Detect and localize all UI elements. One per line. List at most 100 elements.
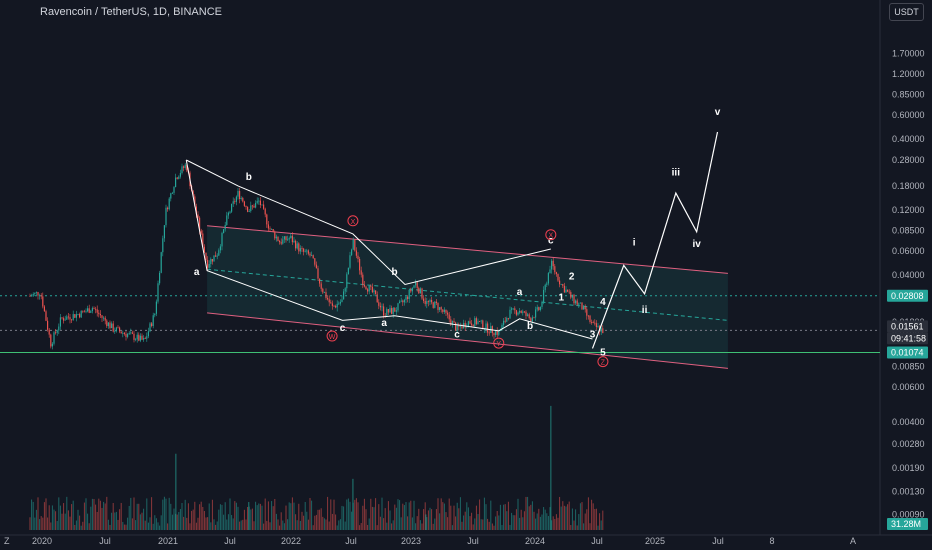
volume-bar — [554, 518, 556, 530]
candle-body — [133, 333, 135, 340]
candle-body — [301, 248, 303, 249]
volume-bar — [413, 500, 415, 530]
price-label-box-0 — [887, 289, 928, 302]
candle-body — [311, 255, 313, 257]
volume-bar — [394, 504, 396, 530]
candle-body — [216, 255, 218, 257]
candle-body — [29, 295, 31, 297]
candle-body — [328, 299, 330, 303]
candle-body — [101, 315, 103, 318]
volume-bar — [448, 498, 450, 530]
candle-body — [426, 301, 428, 304]
candle-body — [186, 164, 188, 171]
volume-bar — [197, 517, 199, 530]
volume-bar — [133, 497, 135, 530]
candle-body — [488, 332, 490, 334]
footer-z-label[interactable]: Z — [4, 536, 10, 546]
candle-body — [413, 285, 415, 288]
candle-body — [445, 309, 447, 313]
candle-body — [551, 260, 553, 270]
wave-label-3: a — [381, 318, 387, 329]
volume-bar — [477, 514, 479, 530]
candle-body — [90, 311, 92, 313]
volume-bar — [299, 520, 301, 530]
candle-body — [109, 322, 111, 329]
candle-body — [375, 290, 377, 295]
volume-bar — [79, 515, 81, 530]
volume-bar — [183, 516, 185, 530]
volume-bar — [360, 523, 362, 530]
candle-body — [85, 311, 87, 313]
volume-bar — [80, 525, 82, 530]
volume-bar — [58, 497, 60, 530]
candle-body — [434, 301, 436, 308]
currency-button[interactable]: USDT — [889, 3, 924, 21]
candle-body — [399, 301, 401, 304]
volume-bar — [147, 522, 149, 530]
volume-bar — [128, 505, 130, 530]
candle-body — [528, 314, 530, 319]
candle-body — [448, 314, 450, 320]
volume-bar — [35, 509, 37, 530]
channel-lower-line[interactable] — [207, 312, 728, 369]
volume-bar — [301, 511, 303, 530]
candle-body — [487, 323, 489, 333]
candle-body — [43, 306, 45, 312]
candle-body — [394, 307, 396, 312]
volume-bar — [371, 506, 373, 530]
wave-upper-trace[interactable] — [186, 159, 551, 286]
volume-bar — [418, 508, 420, 530]
candle-body — [131, 332, 133, 334]
candle-body — [383, 306, 385, 316]
candle-body — [450, 319, 452, 325]
volume-bar — [555, 514, 557, 530]
volume-bar — [467, 507, 469, 530]
volume-bar — [250, 509, 252, 530]
volume-bar — [565, 506, 567, 530]
candle-body — [314, 258, 316, 265]
candle-body — [480, 320, 482, 322]
candle-body — [586, 309, 588, 316]
wave-label-6: a — [517, 287, 523, 298]
candle-body — [307, 250, 309, 254]
candle-body — [208, 264, 210, 268]
volume-bar — [83, 502, 85, 530]
volume-bar — [125, 524, 127, 530]
candle-body — [232, 201, 234, 204]
volume-bar — [435, 509, 437, 530]
volume-bar — [479, 499, 481, 530]
candle-body — [520, 310, 522, 313]
candle-body — [403, 299, 405, 303]
candle-body — [354, 239, 356, 251]
volume-bar — [285, 505, 287, 530]
candle-body — [104, 317, 106, 321]
candle-body — [335, 306, 337, 308]
candle-body — [397, 303, 399, 311]
volume-bar — [485, 504, 487, 530]
volume-bar — [211, 499, 213, 530]
channel-upper-line[interactable] — [207, 225, 728, 274]
volume-bar — [551, 520, 553, 530]
wave-label-5: c — [454, 330, 460, 341]
volume-bar — [170, 503, 172, 530]
candle-body — [258, 200, 260, 202]
candle-body — [392, 307, 394, 314]
volume-bar — [527, 496, 529, 530]
channel-mid-line[interactable] — [207, 268, 728, 321]
footer-a-label[interactable]: A — [850, 536, 856, 546]
wave-lower-trace[interactable] — [185, 159, 593, 340]
candle-body — [419, 288, 421, 294]
volume-tick-1: 0.00280 — [892, 439, 925, 449]
circled-label-ring-2 — [493, 337, 505, 349]
volume-bar — [544, 509, 546, 530]
wave-projection-path[interactable] — [591, 131, 719, 349]
volume-bar — [130, 497, 132, 530]
candle-body — [50, 334, 52, 347]
candle-body — [597, 325, 599, 328]
candle-body — [435, 301, 437, 304]
volume-bar — [442, 502, 444, 530]
candle-body — [227, 212, 229, 216]
circled-label-ring-3 — [545, 229, 557, 241]
volume-bar — [450, 505, 452, 530]
